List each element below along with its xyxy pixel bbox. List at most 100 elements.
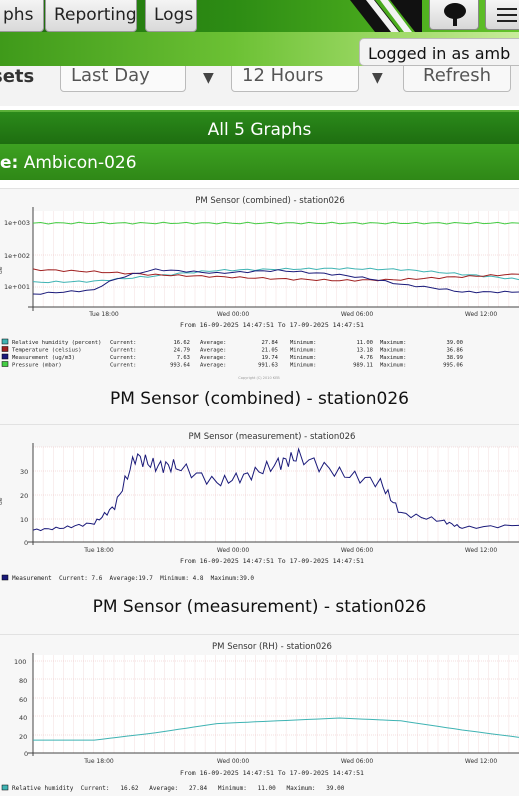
legend-cell: 36.86 <box>446 348 463 354</box>
x-tick-label: Wed 12:00 <box>465 547 497 554</box>
interval-value: 12 Hours <box>242 66 324 86</box>
legend-cell: Average: <box>200 348 227 354</box>
legend-cell: Pressure (mbar) <box>12 363 62 369</box>
y-tick-label: 30 <box>20 468 28 476</box>
legend-cell: 13.18 <box>356 348 373 354</box>
y-tick-label: 1e+003 <box>4 219 30 227</box>
legend-cell: Relative humidity (percent) <box>12 340 101 346</box>
y-tick-label: 1e+001 <box>4 283 30 291</box>
legend-cell: 27.84 <box>261 340 278 346</box>
tab-reporting[interactable]: Reporting <box>45 0 137 32</box>
station-header: e: Ambicon-026 <box>0 144 519 180</box>
series-line-pressure-mbar- <box>32 221 519 225</box>
legend-cell: Current: <box>110 363 137 369</box>
y-tick-label: 20 <box>20 492 28 500</box>
legend-cell: Minimum: <box>290 340 317 346</box>
legend-cell: Maximum: <box>380 355 407 361</box>
series-lines <box>32 221 519 295</box>
graph-title: PM Sensor (combined) - station026 <box>195 196 345 206</box>
chevron-down-icon: ▼ <box>372 70 383 86</box>
legend-cell: Current: <box>110 355 137 361</box>
legend: Relative humidity (percent) Current: 16.62… <box>1 338 463 369</box>
x-tick-label: Wed 12:00 <box>465 311 497 318</box>
y-tick-label: 100 <box>14 658 26 666</box>
legend-cell: 21.05 <box>261 348 278 354</box>
series-line-measurement <box>32 447 519 532</box>
date-range: From 16-09-2025 14:47:51 To 17-09-2025 1… <box>180 769 364 777</box>
interval-select[interactable]: 12 Hours <box>231 66 359 92</box>
brand-stripes-logo <box>350 0 422 32</box>
series-lines <box>33 717 519 741</box>
tab-graphs[interactable]: phs <box>0 0 44 32</box>
y-axis-label: ue <box>0 266 4 274</box>
graph-combined-svg: PM Sensor (combined) - station026 1e+003… <box>0 196 519 380</box>
legend-cell: 38.99 <box>446 355 463 361</box>
series-lines <box>32 447 519 532</box>
legend-cell: Average: <box>200 363 227 369</box>
graph-caption: PM Sensor (measurement) - station026 <box>92 597 427 617</box>
logged-in-user[interactable]: Logged in as amb <box>359 38 519 66</box>
x-tick-label: Tue 18:00 <box>88 311 119 318</box>
legend-cell: 16.62 <box>173 340 190 346</box>
series-line-temperature-celsius- <box>32 268 519 282</box>
graph-controls: sets Last Day ▼ 12 Hours ▼ Refresh <box>0 66 519 106</box>
legend-cell: Minimum: <box>290 348 317 354</box>
y-tick-label: 20 <box>19 733 27 741</box>
legend-cell: Maximum: <box>380 363 407 369</box>
graph-measurement[interactable]: PM Sensor (measurement) - station026 30 … <box>0 424 519 596</box>
legend-cell: 11.00 <box>356 340 373 346</box>
series-line-relative-humidity <box>33 717 519 741</box>
y-tick-label: 0 <box>24 539 28 547</box>
x-tick-label: Tue 18:00 <box>83 758 114 765</box>
y-tick-label: 0 <box>24 750 28 758</box>
x-tick-label: Tue 18:00 <box>83 547 114 554</box>
legend-cell: 4.76 <box>360 355 373 361</box>
y-tick-label: 40 <box>19 714 27 722</box>
period-value: Last Day <box>71 66 150 86</box>
x-tick-label: Wed 12:00 <box>465 758 497 765</box>
period-select[interactable]: Last Day <box>60 66 186 92</box>
date-range: From 16-09-2025 14:47:51 To 17-09-2025 1… <box>180 557 364 565</box>
legend-cell: Current: <box>110 340 137 346</box>
refresh-button[interactable]: Refresh <box>403 66 511 92</box>
legend-swatch <box>1 361 9 367</box>
copyright: Copyright (C) 2010 KEB <box>238 376 280 380</box>
legend-cell: Maximum: <box>380 348 407 354</box>
graph-rh[interactable]: PM Sensor (RH) - station026 100 80 60 40… <box>0 634 519 796</box>
legend-cell: 995.06 <box>443 363 463 369</box>
legend-swatch <box>1 574 9 581</box>
menu-button[interactable] <box>485 0 519 30</box>
legend-cell: Current: <box>110 348 137 354</box>
legend-text: Relative humidity Current: 16.62 Average… <box>12 785 345 792</box>
y-tick-label: 80 <box>19 677 27 685</box>
legend-cell: 993.64 <box>170 363 191 369</box>
legend-swatch <box>1 338 9 345</box>
y-axis-label: ue <box>0 497 4 505</box>
legend-swatch <box>1 784 9 791</box>
legend-text: Measurement Current: 7.6 Average:19.7 Mi… <box>12 575 254 582</box>
series-line-measurement-ug-m3- <box>32 268 519 295</box>
legend-swatch <box>1 353 9 360</box>
legend-cell: Minimum: <box>290 355 317 361</box>
date-range: From 16-09-2025 14:47:51 To 17-09-2025 1… <box>180 321 364 329</box>
x-tick-label: Wed 06:00 <box>341 758 373 765</box>
graph-caption: PM Sensor (combined) - station026 <box>109 389 409 409</box>
chevron-down-icon: ▼ <box>203 70 214 86</box>
legend-cell: 989.11 <box>353 363 373 369</box>
graph-combined[interactable]: PM Sensor (combined) - station026 1e+003… <box>0 188 519 384</box>
legend-cell: 19.74 <box>261 355 278 361</box>
x-tick-label: Wed 00:00 <box>217 547 249 554</box>
tab-logs[interactable]: Logs <box>145 0 197 32</box>
x-tick-label: Wed 00:00 <box>217 758 249 765</box>
legend-cell: Measurement (ug/m3) <box>12 355 75 361</box>
x-tick-label: Wed 06:00 <box>341 311 373 318</box>
tree-view-button[interactable] <box>429 0 479 30</box>
graph-rh-svg: PM Sensor (RH) - station026 100 80 60 40… <box>1 642 519 792</box>
graph-caption-panel: PM Sensor (measurement) - station026 <box>0 594 519 634</box>
legend-cell: 991.63 <box>258 363 278 369</box>
legend-cell: 7.63 <box>177 355 190 361</box>
legend-cell: 24.79 <box>173 348 190 354</box>
hamburger-icon <box>497 8 517 22</box>
legend-cell: Average: <box>200 340 227 346</box>
grid <box>32 655 519 753</box>
